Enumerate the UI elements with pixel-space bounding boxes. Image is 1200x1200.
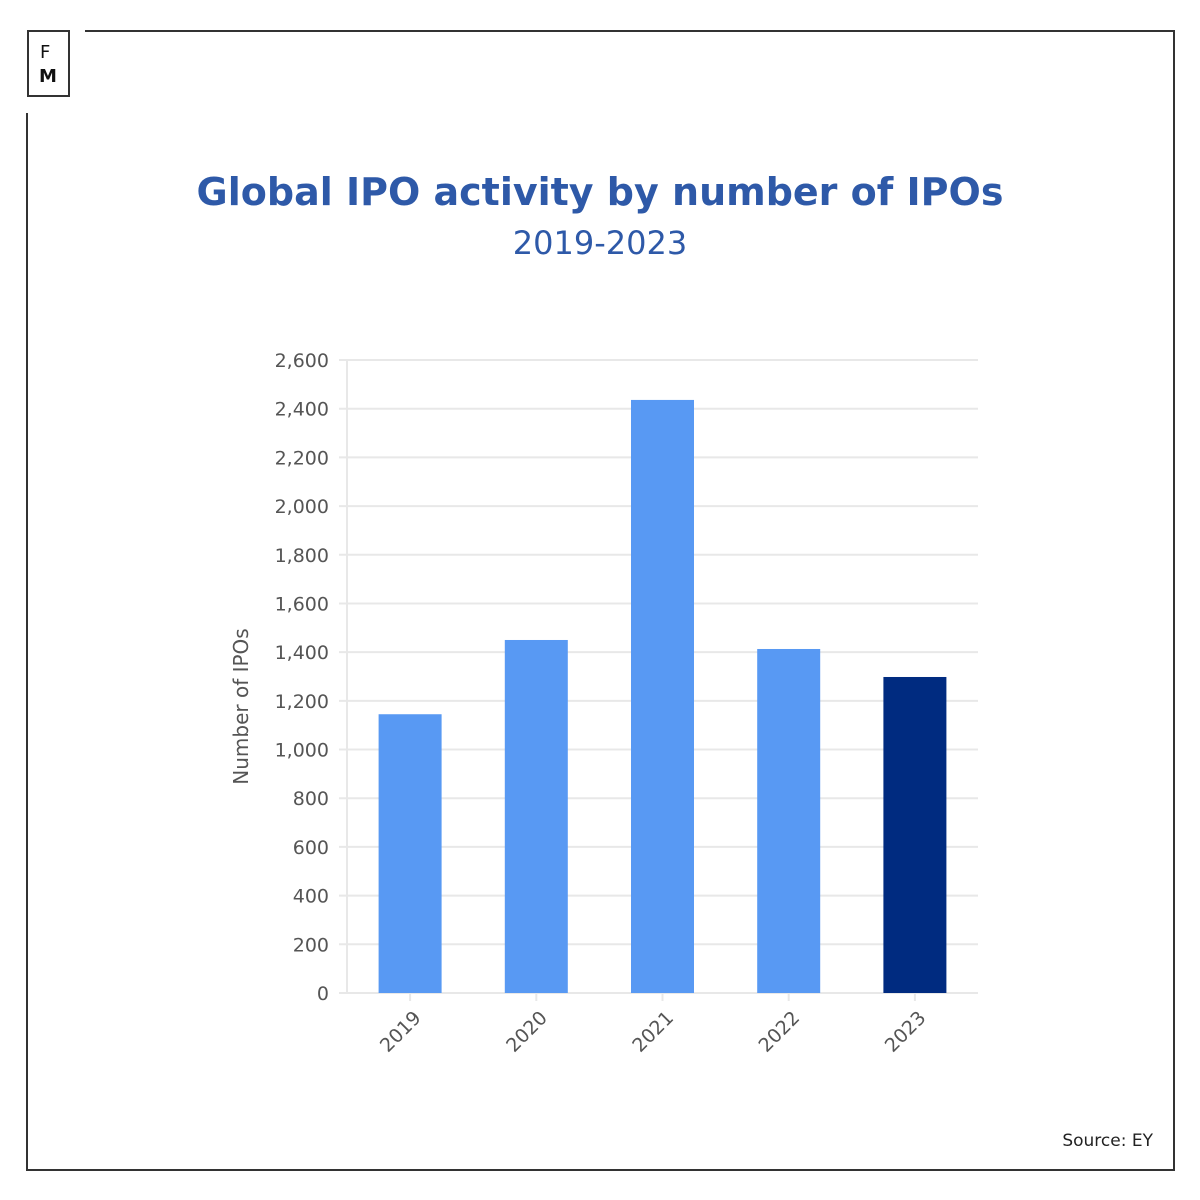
y-tick-label: 200 — [293, 934, 329, 956]
y-tick-label: 800 — [293, 788, 329, 810]
bar-2022 — [757, 648, 821, 993]
y-tick-label: 1,000 — [275, 740, 329, 762]
y-tick-label: 600 — [293, 837, 329, 859]
y-axis-label: Number of IPOs — [229, 628, 253, 784]
x-tick-label: 2020 — [502, 1007, 552, 1057]
x-tick-label: 2023 — [881, 1007, 931, 1057]
y-tick-label: 1,200 — [275, 691, 329, 713]
logo-letter-f: F — [40, 42, 51, 63]
y-tick-label: 0 — [317, 983, 329, 1005]
x-tick-label: 2021 — [628, 1007, 678, 1057]
y-tick-label: 1,400 — [275, 642, 329, 664]
frame-left — [26, 113, 28, 1171]
bar-2021 — [631, 399, 694, 993]
y-tick-label: 1,600 — [275, 593, 329, 615]
y-tick-label: 2,000 — [275, 496, 329, 518]
y-tick-label: 2,600 — [275, 350, 329, 372]
bar-2020 — [504, 639, 568, 993]
frame-right — [1173, 30, 1175, 1171]
x-tick-label: 2019 — [376, 1007, 426, 1057]
chart-title: Global IPO activity by number of IPOs — [196, 170, 1004, 214]
y-tick-label: 2,200 — [275, 447, 329, 469]
frame-bottom — [27, 1169, 1175, 1171]
y-tick-label: 2,400 — [275, 399, 329, 421]
bar-2023 — [883, 676, 947, 993]
logo: F M — [27, 30, 70, 97]
source-note: Source: EY — [1062, 1131, 1153, 1151]
y-tick-label: 400 — [293, 886, 329, 908]
logo-letter-m: M — [39, 66, 57, 87]
x-tick-label: 2022 — [754, 1007, 804, 1057]
chart-subtitle: 2019-2023 — [512, 224, 688, 262]
y-tick-label: 1,800 — [275, 545, 329, 567]
frame-top — [85, 30, 1175, 32]
bar-2019 — [378, 714, 442, 993]
